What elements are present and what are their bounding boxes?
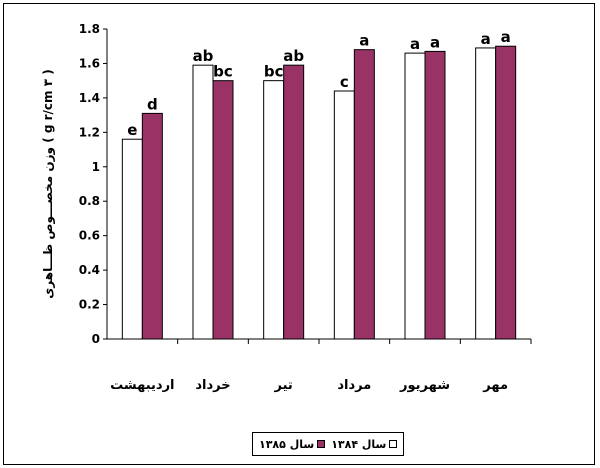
bar-letter-label: a bbox=[410, 35, 420, 53]
bar-letter-label: a bbox=[481, 30, 491, 48]
y-tick-label: 1.8 bbox=[79, 22, 100, 36]
legend-item-1385: سال ۱۳۸۵ bbox=[259, 437, 326, 451]
bar bbox=[141, 112, 163, 340]
y-tick-label: 0.4 bbox=[79, 263, 100, 277]
bar-letter-label: d bbox=[147, 95, 158, 113]
x-tick-label: خرداد bbox=[195, 378, 230, 393]
y-tick-label: 0.8 bbox=[79, 194, 100, 208]
y-tick-label: 0.6 bbox=[79, 229, 100, 243]
bar-letter-label: e bbox=[127, 121, 137, 139]
legend-label-1384: سال ۱۳۸۴ bbox=[331, 437, 387, 451]
legend-item-1384: سال ۱۳۸۴ bbox=[331, 437, 398, 451]
bar bbox=[121, 138, 143, 340]
bar-letter-label: bc bbox=[264, 63, 284, 81]
bar bbox=[333, 90, 355, 340]
y-axis-title: وزن مخصـــوص ظـــاهری ( g r/cm ۳ ) bbox=[41, 69, 56, 298]
y-tick-label: 0 bbox=[92, 332, 100, 346]
bar-letter-label: bc bbox=[213, 63, 233, 81]
bar-chart: 0 0.2 0.4 0.6 0.8 1 1.2 1.4 1.6 1.8 وزن مخصـــوص ظ… bbox=[41, 22, 532, 393]
x-tick-label: مرداد bbox=[337, 378, 371, 393]
legend: سال ۱۳۸۴ سال ۱۳۸۵ bbox=[252, 432, 405, 456]
legend-swatch-1384 bbox=[389, 440, 398, 448]
bar-letter-label: a bbox=[501, 28, 511, 46]
bar bbox=[192, 64, 214, 340]
x-tick-label: اردیبهشت bbox=[110, 378, 174, 393]
bar bbox=[404, 52, 426, 340]
x-tick-label: شهریور bbox=[399, 378, 450, 393]
x-tick-label: مهر bbox=[482, 378, 508, 393]
bar bbox=[263, 80, 285, 340]
bar bbox=[424, 50, 446, 340]
bar bbox=[283, 64, 305, 340]
legend-label-1385: سال ۱۳۸۵ bbox=[259, 437, 315, 451]
bar bbox=[353, 49, 375, 340]
bar bbox=[495, 45, 517, 340]
bar bbox=[475, 47, 497, 340]
bar-letter-label: ab bbox=[283, 47, 304, 65]
x-tick-label: تیر bbox=[274, 378, 293, 393]
chart-frame: 0 0.2 0.4 0.6 0.8 1 1.2 1.4 1.6 1.8 وزن مخصـــوص ظ… bbox=[3, 3, 595, 465]
y-tick-label: 1 bbox=[92, 160, 100, 174]
y-tick-label: 1.2 bbox=[79, 125, 100, 139]
bar-letter-label: c bbox=[340, 73, 349, 91]
bar-letter-label: a bbox=[359, 32, 369, 50]
bar-letter-label: a bbox=[430, 33, 440, 51]
bar bbox=[212, 80, 234, 340]
y-tick-label: 0.2 bbox=[79, 298, 100, 312]
y-tick-label: 1.6 bbox=[79, 56, 100, 70]
y-tick-label: 1.4 bbox=[79, 91, 100, 105]
bar-letter-label: ab bbox=[193, 47, 214, 65]
legend-swatch-1385 bbox=[317, 440, 326, 448]
